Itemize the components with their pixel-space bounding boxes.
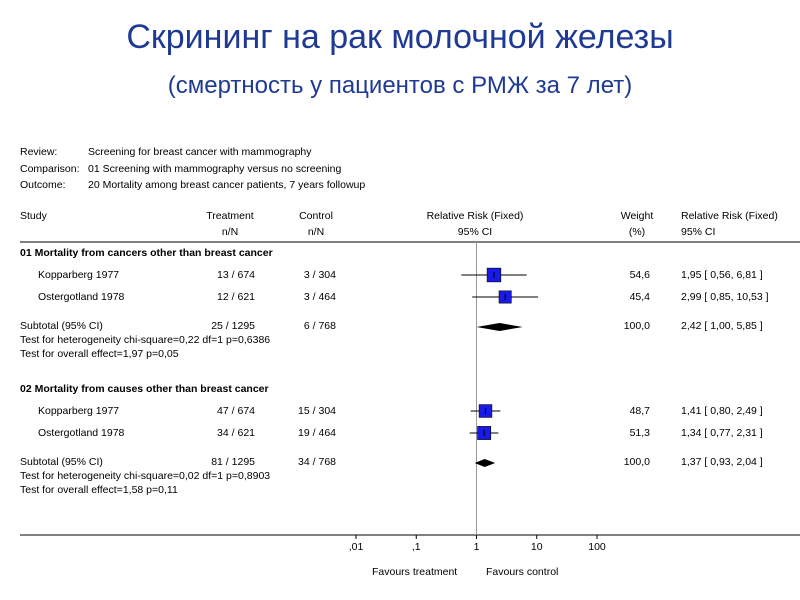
study-name: Ostergotland 1978	[38, 427, 125, 439]
outcome-value: 20 Mortality among breast cancer patient…	[88, 179, 366, 191]
study-control: 3 / 304	[303, 269, 336, 281]
header-study: Study	[20, 210, 47, 222]
overall-effect-test: Test for overall effect=1,58 p=0,11	[20, 484, 178, 496]
outcome-label: Outcome:	[20, 179, 66, 191]
x-tick-label: 1	[473, 541, 480, 553]
group-title: 02 Mortality from causes other than brea…	[20, 383, 269, 395]
comparison-value: 01 Screening with mammography versus no …	[88, 163, 342, 175]
x-tick-label: 100	[588, 541, 606, 553]
header-weight: Weight	[620, 210, 654, 222]
subtotal-control: 6 / 768	[303, 320, 336, 332]
subtotal-diamond	[476, 323, 523, 331]
heterogeneity-test: Test for heterogeneity chi-square=0,22 d…	[20, 334, 271, 346]
x-tick-label: ,01	[348, 541, 364, 553]
header-control-sub: n/N	[307, 226, 325, 238]
header-rr2: Relative Risk (Fixed)	[681, 210, 778, 222]
study-control: 15 / 304	[298, 405, 336, 417]
favours-control-label: Favours control	[486, 566, 559, 578]
study-name: Ostergotland 1978	[38, 291, 125, 303]
header-rr2-sub: 95% CI	[681, 226, 716, 238]
subtotal-ci: 2,42 [ 1,00, 5,85 ]	[681, 320, 763, 332]
study-treatment: 13 / 674	[217, 269, 255, 281]
study-name: Kopparberg 1977	[38, 405, 120, 417]
study-ci: 1,95 [ 0,56, 6,81 ]	[681, 269, 763, 281]
subtotal-diamond	[474, 459, 496, 467]
header-weight-sub: (%)	[628, 226, 646, 238]
study-ci: 1,41 [ 0,80, 2,49 ]	[681, 405, 763, 417]
header-rr-sub: 95% CI	[457, 226, 493, 238]
x-tick-label: 10	[530, 541, 543, 553]
comparison-label: Comparison:	[20, 163, 80, 175]
study-weight: 51,3	[629, 427, 650, 439]
study-weight: 45,4	[629, 291, 650, 303]
favours-treatment-label: Favours treatment	[372, 566, 458, 578]
study-control: 3 / 464	[303, 291, 336, 303]
study-name: Kopparberg 1977	[38, 269, 120, 281]
page-title: Скрининг на рак молочной железы	[126, 18, 674, 56]
study-treatment: 34 / 621	[217, 427, 255, 439]
study-weight: 54,6	[629, 269, 650, 281]
heterogeneity-test: Test for heterogeneity chi-square=0,02 d…	[20, 470, 271, 482]
page-subtitle: (смертность у пациентов с РМЖ за 7 лет)	[167, 72, 633, 99]
study-treatment: 12 / 621	[217, 291, 255, 303]
study-control: 19 / 464	[298, 427, 336, 439]
x-tick-label: ,1	[411, 541, 421, 553]
group-title: 01 Mortality from cancers other than bre…	[20, 247, 273, 259]
review-value: Screening for breast cancer with mammogr…	[88, 146, 312, 158]
study-weight: 48,7	[629, 405, 650, 417]
subtotal-treatment: 25 / 1295	[211, 320, 255, 332]
subtotal-ci: 1,37 [ 0,93, 2,04 ]	[681, 456, 763, 468]
subtotal-treatment: 81 / 1295	[211, 456, 255, 468]
study-ci: 2,99 [ 0,85, 10,53 ]	[681, 291, 769, 303]
review-label: Review:	[20, 146, 58, 158]
subtotal-control: 34 / 768	[298, 456, 336, 468]
overall-effect-test: Test for overall effect=1,97 p=0,05	[20, 348, 179, 360]
study-ci: 1,34 [ 0,77, 2,31 ]	[681, 427, 763, 439]
header-control: Control	[299, 210, 333, 222]
subtotal-label: Subtotal (95% CI)	[20, 320, 103, 332]
study-treatment: 47 / 674	[217, 405, 255, 417]
subtotal-label: Subtotal (95% CI)	[20, 456, 103, 468]
header-treatment: Treatment	[206, 210, 254, 222]
subtotal-weight: 100,0	[623, 456, 650, 468]
subtotal-weight: 100,0	[623, 320, 650, 332]
header-rr: Relative Risk (Fixed)	[426, 210, 524, 222]
header-treatment-sub: n/N	[221, 226, 239, 238]
